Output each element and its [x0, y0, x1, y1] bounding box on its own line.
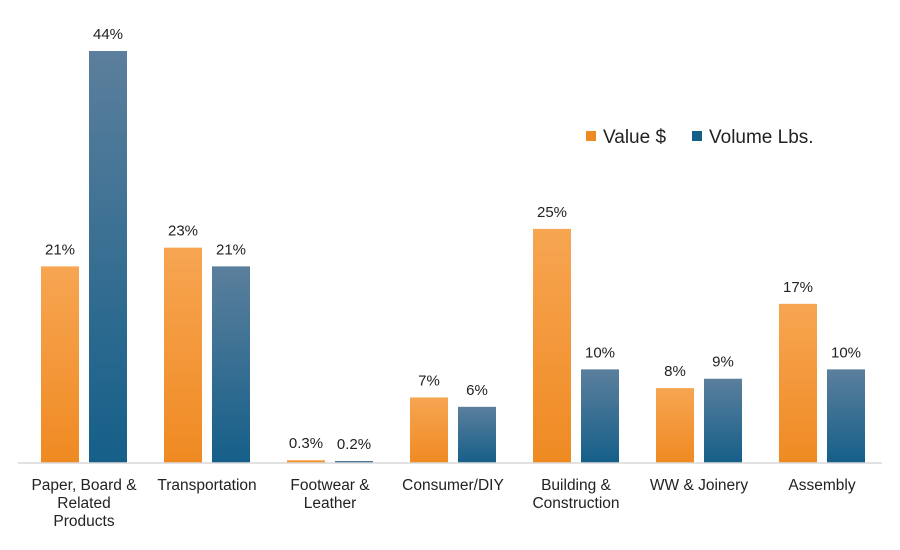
legend: Value $ Volume Lbs.	[586, 127, 814, 148]
bar-volume-6	[827, 369, 865, 463]
bar-value-0	[41, 266, 79, 463]
category-label-4: Building & Construction	[532, 477, 619, 512]
bars-group	[41, 51, 865, 463]
category-label-1: Transportation	[157, 477, 256, 494]
bar-volume-0	[89, 51, 127, 463]
category-label-0: Paper, Board & Related Products	[31, 477, 137, 530]
data-label-volume-4: 10%	[585, 344, 615, 361]
data-label-value-6: 17%	[783, 279, 813, 296]
data-label-value-1: 23%	[168, 223, 198, 240]
data-label-value-2: 0.3%	[289, 435, 323, 452]
data-label-value-4: 25%	[537, 204, 567, 221]
legend-label-volume: Volume Lbs.	[709, 127, 814, 148]
category-label-5: WW & Joinery	[650, 477, 748, 494]
data-label-volume-1: 21%	[216, 241, 246, 258]
data-label-value-5: 8%	[664, 363, 686, 380]
legend-swatch-value	[586, 131, 596, 141]
labels-group: 21% 44% Paper, Board & Related Products 23% 21…	[31, 26, 861, 530]
category-label-2: Footwear & Leather	[290, 477, 370, 512]
category-label-6: Assembly	[788, 477, 855, 494]
data-label-volume-3: 6%	[466, 382, 488, 399]
bar-volume-2	[335, 461, 373, 463]
bar-volume-5	[704, 378, 742, 463]
bar-value-4	[533, 228, 571, 463]
legend-label-value: Value $	[603, 127, 666, 148]
data-label-volume-0: 44%	[93, 26, 123, 43]
bar-volume-3	[458, 406, 496, 463]
data-label-value-0: 21%	[45, 241, 75, 258]
data-label-volume-6: 10%	[831, 344, 861, 361]
data-label-value-3: 7%	[418, 372, 440, 389]
bar-value-6	[779, 303, 817, 463]
bar-volume-4	[581, 369, 619, 463]
category-label-3: Consumer/DIY	[402, 477, 504, 494]
bar-value-1	[164, 247, 202, 463]
bar-value-2	[287, 460, 325, 463]
data-label-volume-2: 0.2%	[337, 436, 371, 453]
legend-swatch-volume	[692, 131, 702, 141]
bar-value-3	[410, 397, 448, 463]
bar-value-5	[656, 388, 694, 463]
data-label-volume-5: 9%	[712, 354, 734, 371]
bar-volume-1	[212, 266, 250, 463]
